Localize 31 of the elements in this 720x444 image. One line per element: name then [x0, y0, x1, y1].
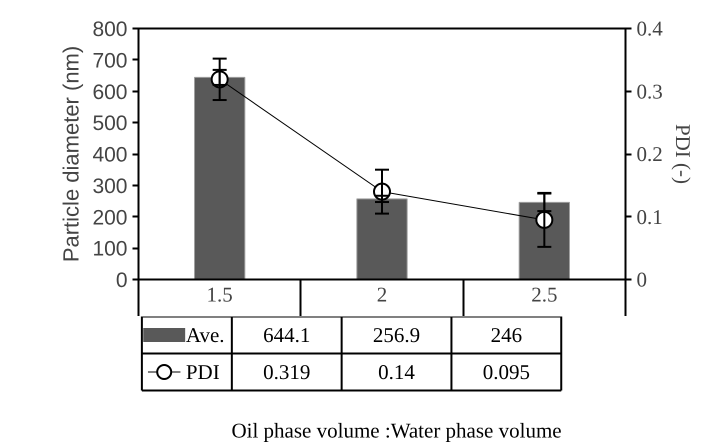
- bar: [194, 76, 246, 280]
- y-tick-label: 300: [92, 174, 128, 198]
- text: Oil phase volume :Water phase volume: [231, 418, 562, 442]
- y-tick-label: 500: [92, 112, 128, 136]
- y-tick-label: 100: [92, 238, 128, 261]
- legend-label: PDI: [186, 360, 220, 384]
- data-label: 256.9: [372, 323, 420, 347]
- data-label: 0.319: [263, 360, 310, 384]
- bar: [518, 202, 570, 280]
- bar: [356, 198, 408, 280]
- y2-tick-label: 0.3: [636, 79, 663, 104]
- x-tick-label: 2: [376, 282, 388, 306]
- data-label: 0.14: [378, 360, 416, 384]
- y-axis-title: Particle diameter (nm): [58, 46, 84, 262]
- y-tick-label: 200: [92, 206, 128, 230]
- y2-tick-label: 0: [636, 268, 647, 292]
- legend-label: Ave.: [186, 323, 225, 347]
- x-tick-label: 2.5: [531, 282, 558, 306]
- x-tick-label: 1.5: [206, 282, 233, 306]
- y-tick-label: 600: [92, 80, 128, 104]
- data-label: 0.095: [482, 360, 530, 384]
- data-label: 246: [490, 323, 522, 347]
- data-label: 644.1: [263, 323, 310, 347]
- y2-tick-label: 0.1: [636, 204, 663, 229]
- y-tick-label: 800: [92, 18, 128, 41]
- y2-axis-title: PDI (-): [670, 124, 695, 184]
- y-tick-label: 0: [116, 269, 128, 292]
- y-tick-label: 400: [92, 144, 128, 166]
- y2-tick-label: 0.2: [636, 142, 663, 166]
- y-tick-label: 700: [92, 49, 128, 72]
- y2-tick-label: 0.4: [636, 16, 664, 40]
